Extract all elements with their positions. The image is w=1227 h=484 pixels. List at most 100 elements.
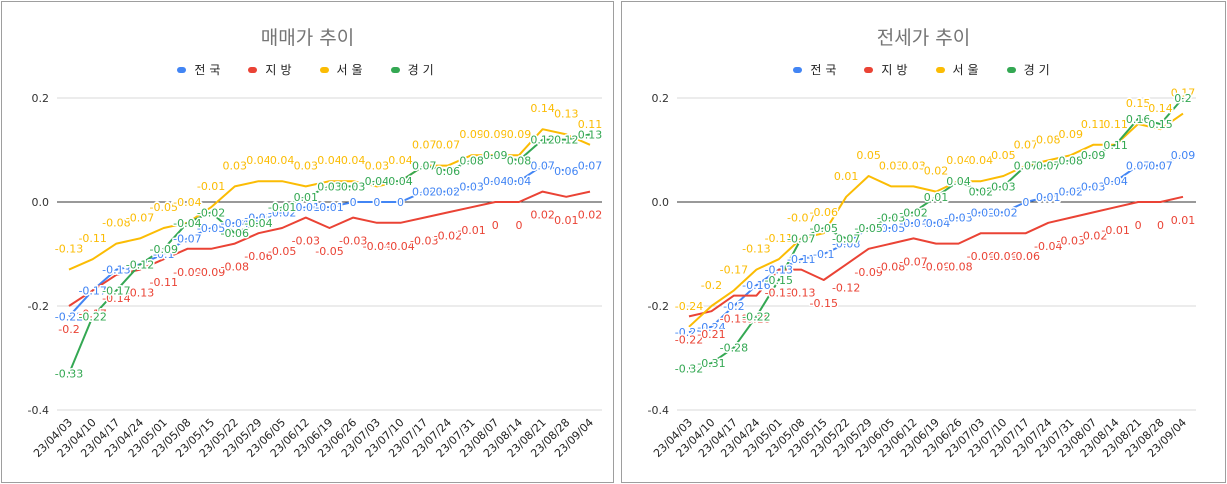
series-line (688, 195, 1184, 318)
data-label: -0.02 (434, 229, 462, 242)
data-label: -0.14 (102, 292, 130, 305)
data-label: 0.01 (294, 191, 319, 204)
data-label: -0.15 (809, 297, 837, 310)
series-line (68, 133, 591, 374)
data-label: -0.13 (765, 287, 793, 300)
data-label: 0.14 (1148, 102, 1173, 115)
data-label: 0.04 (388, 154, 413, 167)
chart-panel-sale-price: 0.2 0.0 -0.2 -0.4 23/04/03 23/04/10 23/04/17 23… (1, 1, 614, 483)
legend-label: 전국 (194, 63, 225, 77)
data-label: 0.04 (946, 154, 971, 167)
data-label: -0.07 (899, 255, 927, 268)
data-label: -0.33 (55, 368, 83, 381)
data-label: 0.16 (1126, 113, 1151, 126)
data-label: -0.25 (675, 326, 703, 339)
data-label: -0.04 (173, 196, 201, 209)
data-label: -0.02 (268, 206, 296, 219)
data-label: 0.03 (901, 159, 926, 172)
data-label: 0.04 (270, 154, 295, 167)
data-label: -0.11 (787, 253, 815, 266)
legend-label: 경기 (407, 63, 438, 77)
data-label: -0.06 (809, 206, 837, 219)
data-label: -0.01 (1101, 224, 1129, 237)
data-label: -0.17 (78, 284, 106, 297)
y-tick-label: 0.0 (32, 196, 50, 209)
legend-item: 서울 (319, 61, 367, 78)
data-label: 0.15 (1126, 97, 1151, 110)
data-label: -0.09 (149, 243, 177, 256)
data-label: -0.03 (339, 235, 367, 248)
data-label: 0.01 (924, 191, 949, 204)
data-label: -0.24 (675, 300, 703, 313)
data-label: 0 (350, 196, 357, 209)
data-label: 0.08 (1058, 154, 1083, 167)
data-label: 0.02 (530, 209, 555, 222)
data-label: 0.03 (317, 180, 342, 193)
y-tick-label: 0.2 (32, 92, 50, 105)
data-label: -0.2 (58, 323, 79, 336)
data-label: 0.11 (1081, 118, 1106, 131)
data-label: -0.05 (809, 222, 837, 235)
data-label: -0.07 (832, 232, 860, 245)
legend-label: 전국 (810, 63, 841, 77)
data-label: 0 (397, 196, 404, 209)
line-chart: 0.20.0-0.2-0.423/04/0323/04/1023/04/1723… (28, 92, 604, 460)
data-label: -0.04 (899, 217, 927, 230)
data-label: -0.04 (386, 240, 414, 253)
data-label: 0.07 (1148, 160, 1173, 173)
data-label: -0.1 (153, 248, 174, 261)
data-label: 0.04 (507, 175, 532, 188)
data-label: -0.07 (787, 211, 815, 224)
legend-marker (319, 66, 329, 73)
data-label: -0.06 (221, 227, 249, 240)
data-label: 0.03 (365, 159, 390, 172)
data-label: 0.09 (483, 128, 508, 141)
data-label: -0.17 (78, 307, 106, 320)
data-label: 0.09 (483, 149, 508, 162)
data-label: 0.04 (341, 154, 366, 167)
data-label: 0.07 (1126, 160, 1151, 173)
data-label: -0.1 (813, 248, 834, 261)
data-label: 0.07 (1036, 160, 1061, 173)
data-label: 0.11 (578, 118, 603, 131)
data-label: -0.28 (720, 342, 748, 355)
data-label: -0.05 (854, 222, 882, 235)
y-tick-label: -0.2 (28, 300, 49, 313)
data-label: 0.04 (388, 175, 413, 188)
data-label: 0.03 (341, 180, 366, 193)
data-label: -0.15 (765, 274, 793, 287)
data-label: -0.02 (1079, 229, 1107, 242)
data-label: -0.08 (221, 261, 249, 274)
data-label: 0.08 (459, 154, 484, 167)
series-line (68, 164, 591, 318)
legend-label: 경기 (1023, 63, 1054, 77)
data-label: 0 (492, 219, 499, 232)
data-label: -0.24 (697, 321, 725, 334)
data-label: -0.22 (675, 333, 703, 346)
data-label: -0.07 (126, 211, 154, 224)
data-label: 0.03 (1081, 180, 1106, 193)
legend-label: 지방 (265, 63, 296, 77)
legend-label: 서울 (336, 63, 367, 77)
data-label: -0.12 (832, 281, 860, 294)
legend-marker (177, 66, 187, 73)
chart-legend: 전국 지방 서울 경기 (2, 61, 613, 78)
series-line (688, 154, 1184, 333)
data-label: 0.13 (554, 107, 579, 120)
data-label: 0 (1157, 219, 1164, 232)
data-label: -0.18 (720, 313, 748, 326)
data-label: 0.07 (412, 160, 437, 173)
data-label: 0.09 (1058, 128, 1083, 141)
data-label: -0.16 (742, 279, 770, 292)
legend-marker (248, 66, 258, 73)
data-label: -0.01 (457, 224, 485, 237)
data-label: -0.11 (149, 276, 177, 289)
data-label: -0.05 (197, 222, 225, 235)
data-label: -0.07 (173, 232, 201, 245)
data-label: -0.13 (102, 264, 130, 277)
data-label: 0.09 (1171, 149, 1196, 162)
data-label: -0.22 (78, 310, 106, 323)
data-label: -0.09 (854, 266, 882, 279)
legend-marker (793, 66, 803, 73)
y-tick-label: -0.2 (648, 300, 669, 313)
